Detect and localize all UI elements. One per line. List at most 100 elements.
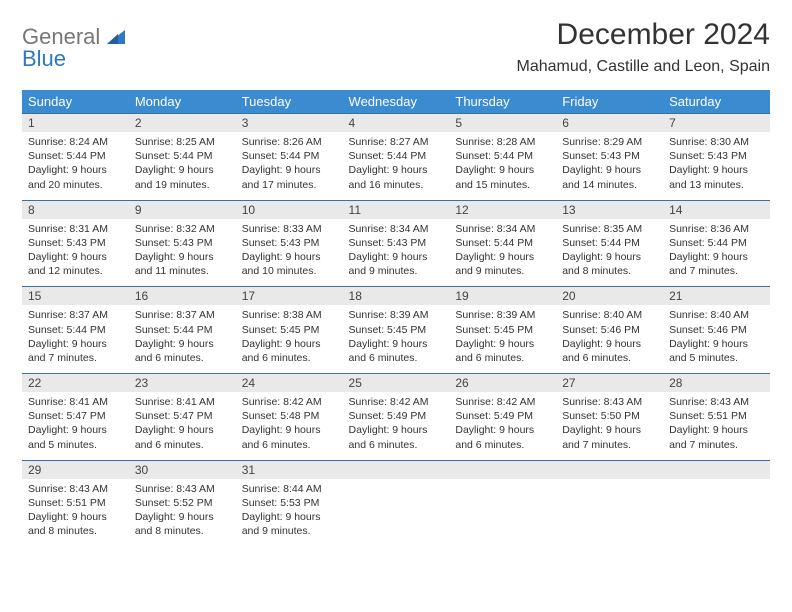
day-details: Sunrise: 8:32 AMSunset: 5:43 PMDaylight:…: [129, 219, 236, 287]
sunrise-line: Sunrise: 8:41 AM: [135, 395, 230, 409]
sunrise-line: Sunrise: 8:34 AM: [349, 222, 444, 236]
calendar-empty-cell: [343, 460, 450, 546]
sunrise-line: Sunrise: 8:30 AM: [669, 135, 764, 149]
day-details: Sunrise: 8:42 AMSunset: 5:49 PMDaylight:…: [449, 392, 556, 460]
day-details: Sunrise: 8:27 AMSunset: 5:44 PMDaylight:…: [343, 132, 450, 200]
sunrise-line: Sunrise: 8:41 AM: [28, 395, 123, 409]
sunset-line: Sunset: 5:52 PM: [135, 496, 230, 510]
daylight-line: Daylight: 9 hours and 20 minutes.: [28, 163, 123, 191]
calendar-week-row: 1Sunrise: 8:24 AMSunset: 5:44 PMDaylight…: [22, 114, 770, 201]
day-details: Sunrise: 8:34 AMSunset: 5:44 PMDaylight:…: [449, 219, 556, 287]
sunset-line: Sunset: 5:45 PM: [455, 323, 550, 337]
sunset-line: Sunset: 5:46 PM: [669, 323, 764, 337]
sunset-line: Sunset: 5:48 PM: [242, 409, 337, 423]
calendar-day-cell: 1Sunrise: 8:24 AMSunset: 5:44 PMDaylight…: [22, 114, 129, 201]
day-details: Sunrise: 8:26 AMSunset: 5:44 PMDaylight:…: [236, 132, 343, 200]
daylight-line: Daylight: 9 hours and 8 minutes.: [135, 510, 230, 538]
day-details: Sunrise: 8:39 AMSunset: 5:45 PMDaylight:…: [343, 305, 450, 373]
day-number: 31: [236, 461, 343, 479]
calendar-empty-cell: [663, 460, 770, 546]
daylight-line: Daylight: 9 hours and 10 minutes.: [242, 250, 337, 278]
sunset-line: Sunset: 5:49 PM: [349, 409, 444, 423]
sunset-line: Sunset: 5:44 PM: [455, 149, 550, 163]
day-number: 14: [663, 201, 770, 219]
sunset-line: Sunset: 5:44 PM: [562, 236, 657, 250]
sunrise-line: Sunrise: 8:36 AM: [669, 222, 764, 236]
day-details: [663, 479, 770, 527]
day-header: Tuesday: [236, 90, 343, 114]
day-number: 8: [22, 201, 129, 219]
logo-word-2: Blue: [22, 46, 66, 71]
calendar-week-row: 15Sunrise: 8:37 AMSunset: 5:44 PMDayligh…: [22, 287, 770, 374]
sunrise-line: Sunrise: 8:24 AM: [28, 135, 123, 149]
day-details: Sunrise: 8:41 AMSunset: 5:47 PMDaylight:…: [22, 392, 129, 460]
daylight-line: Daylight: 9 hours and 7 minutes.: [669, 423, 764, 451]
day-details: Sunrise: 8:43 AMSunset: 5:51 PMDaylight:…: [663, 392, 770, 460]
day-number: 15: [22, 287, 129, 305]
calendar-day-cell: 7Sunrise: 8:30 AMSunset: 5:43 PMDaylight…: [663, 114, 770, 201]
day-number: 29: [22, 461, 129, 479]
logo: General Blue: [22, 18, 125, 70]
calendar-day-cell: 12Sunrise: 8:34 AMSunset: 5:44 PMDayligh…: [449, 200, 556, 287]
calendar-empty-cell: [556, 460, 663, 546]
day-details: Sunrise: 8:44 AMSunset: 5:53 PMDaylight:…: [236, 479, 343, 547]
sunset-line: Sunset: 5:50 PM: [562, 409, 657, 423]
sunset-line: Sunset: 5:44 PM: [349, 149, 444, 163]
day-header: Friday: [556, 90, 663, 114]
calendar-day-cell: 16Sunrise: 8:37 AMSunset: 5:44 PMDayligh…: [129, 287, 236, 374]
day-number: 26: [449, 374, 556, 392]
day-details: Sunrise: 8:40 AMSunset: 5:46 PMDaylight:…: [556, 305, 663, 373]
daylight-line: Daylight: 9 hours and 13 minutes.: [669, 163, 764, 191]
sunrise-line: Sunrise: 8:44 AM: [242, 482, 337, 496]
day-details: [556, 479, 663, 527]
calendar-day-cell: 17Sunrise: 8:38 AMSunset: 5:45 PMDayligh…: [236, 287, 343, 374]
calendar-day-cell: 23Sunrise: 8:41 AMSunset: 5:47 PMDayligh…: [129, 374, 236, 461]
sunrise-line: Sunrise: 8:34 AM: [455, 222, 550, 236]
day-header: Monday: [129, 90, 236, 114]
day-number: 13: [556, 201, 663, 219]
day-number: [343, 461, 450, 479]
calendar-day-cell: 14Sunrise: 8:36 AMSunset: 5:44 PMDayligh…: [663, 200, 770, 287]
day-number: 12: [449, 201, 556, 219]
day-details: [343, 479, 450, 527]
daylight-line: Daylight: 9 hours and 7 minutes.: [669, 250, 764, 278]
day-header: Wednesday: [343, 90, 450, 114]
sunrise-line: Sunrise: 8:42 AM: [455, 395, 550, 409]
calendar-week-row: 22Sunrise: 8:41 AMSunset: 5:47 PMDayligh…: [22, 374, 770, 461]
sunrise-line: Sunrise: 8:40 AM: [669, 308, 764, 322]
daylight-line: Daylight: 9 hours and 8 minutes.: [28, 510, 123, 538]
sunrise-line: Sunrise: 8:42 AM: [349, 395, 444, 409]
calendar-day-cell: 15Sunrise: 8:37 AMSunset: 5:44 PMDayligh…: [22, 287, 129, 374]
daylight-line: Daylight: 9 hours and 6 minutes.: [562, 337, 657, 365]
calendar-day-cell: 3Sunrise: 8:26 AMSunset: 5:44 PMDaylight…: [236, 114, 343, 201]
day-number: 16: [129, 287, 236, 305]
logo-text: General Blue: [22, 26, 125, 70]
day-number: 22: [22, 374, 129, 392]
sunrise-line: Sunrise: 8:26 AM: [242, 135, 337, 149]
day-details: Sunrise: 8:43 AMSunset: 5:50 PMDaylight:…: [556, 392, 663, 460]
sunrise-line: Sunrise: 8:43 AM: [135, 482, 230, 496]
sunset-line: Sunset: 5:46 PM: [562, 323, 657, 337]
calendar-header-row: SundayMondayTuesdayWednesdayThursdayFrid…: [22, 90, 770, 114]
calendar-day-cell: 31Sunrise: 8:44 AMSunset: 5:53 PMDayligh…: [236, 460, 343, 546]
daylight-line: Daylight: 9 hours and 6 minutes.: [135, 337, 230, 365]
day-number: 5: [449, 114, 556, 132]
day-details: Sunrise: 8:29 AMSunset: 5:43 PMDaylight:…: [556, 132, 663, 200]
daylight-line: Daylight: 9 hours and 5 minutes.: [28, 423, 123, 451]
day-details: Sunrise: 8:34 AMSunset: 5:43 PMDaylight:…: [343, 219, 450, 287]
day-details: Sunrise: 8:40 AMSunset: 5:46 PMDaylight:…: [663, 305, 770, 373]
daylight-line: Daylight: 9 hours and 7 minutes.: [562, 423, 657, 451]
sunrise-line: Sunrise: 8:43 AM: [28, 482, 123, 496]
sunrise-line: Sunrise: 8:28 AM: [455, 135, 550, 149]
day-number: 3: [236, 114, 343, 132]
sunset-line: Sunset: 5:44 PM: [28, 323, 123, 337]
daylight-line: Daylight: 9 hours and 6 minutes.: [455, 423, 550, 451]
daylight-line: Daylight: 9 hours and 6 minutes.: [242, 337, 337, 365]
sunrise-line: Sunrise: 8:25 AM: [135, 135, 230, 149]
daylight-line: Daylight: 9 hours and 9 minutes.: [242, 510, 337, 538]
sunrise-line: Sunrise: 8:33 AM: [242, 222, 337, 236]
day-details: Sunrise: 8:24 AMSunset: 5:44 PMDaylight:…: [22, 132, 129, 200]
day-details: Sunrise: 8:36 AMSunset: 5:44 PMDaylight:…: [663, 219, 770, 287]
sunset-line: Sunset: 5:43 PM: [349, 236, 444, 250]
sunset-line: Sunset: 5:44 PM: [135, 323, 230, 337]
